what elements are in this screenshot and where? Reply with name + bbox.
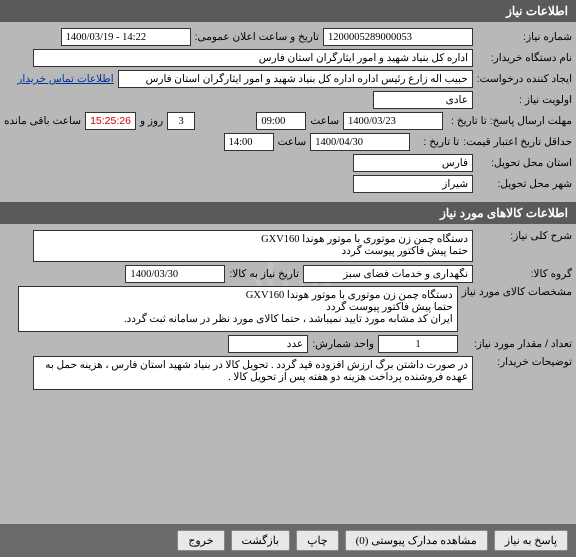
footer-toolbar: پاسخ به نیاز مشاهده مدارک پیوستی (0) چاپ…: [0, 524, 576, 557]
label-requester: ایجاد کننده درخواست:: [477, 73, 572, 85]
goods-group-input: [303, 265, 473, 283]
label-province: استان محل تحویل:: [477, 157, 572, 169]
countdown-timer: 15:25:26: [85, 112, 136, 130]
response-time-input: [256, 112, 306, 130]
label-public-datetime: تاریخ و ساعت اعلان عمومی:: [195, 31, 319, 43]
label-need-date: تاریخ نیاز به کالا:: [229, 268, 299, 280]
goods-spec-textarea: دستگاه چمن زن موتوری با موتور هوندا GXV1…: [18, 286, 458, 332]
buyer-notes-textarea: در صورت داشتن برگ ارزش افزوده قید گردد .…: [33, 356, 473, 390]
label-remaining: ساعت باقی مانده: [4, 115, 81, 127]
label-unit: واحد شمارش:: [312, 338, 374, 350]
city-input: [353, 175, 473, 193]
label-time1: ساعت: [310, 115, 339, 127]
validity-time-input: [224, 133, 274, 151]
goods-info-body: شرح کلی نیاز: دستگاه چمن زن موتوری با مو…: [0, 224, 576, 399]
need-date-input: [125, 265, 225, 283]
validity-date-input: [310, 133, 410, 151]
label-general-desc: شرح کلی نیاز:: [477, 230, 572, 242]
quantity-input: [378, 335, 458, 353]
days-remaining-input: [167, 112, 195, 130]
label-priority: اولویت نیاز :: [477, 94, 572, 106]
label-time2: ساعت: [278, 136, 307, 148]
section-need-info: اطلاعات نیاز: [0, 0, 576, 22]
label-buyer-org: نام دستگاه خریدار:: [477, 52, 572, 64]
contact-link[interactable]: اطلاعات تماس خریدار: [17, 73, 113, 85]
public-datetime-input: [61, 28, 191, 46]
label-days: روز و: [140, 115, 163, 127]
label-need-number: شماره نیاز:: [477, 31, 572, 43]
print-button[interactable]: چاپ: [296, 530, 339, 551]
response-date-input: [343, 112, 443, 130]
label-goods-group: گروه کالا:: [477, 268, 572, 280]
province-input: [353, 154, 473, 172]
exit-button[interactable]: خروج: [177, 530, 224, 551]
respond-button[interactable]: پاسخ به نیاز: [494, 530, 568, 551]
section-goods-info: اطلاعات کالاهای مورد نیاز: [0, 202, 576, 224]
need-number-input: [323, 28, 473, 46]
priority-input: [373, 91, 473, 109]
label-goods-spec: مشخصات کالای مورد نیاز: [462, 286, 572, 298]
requester-input: [118, 70, 473, 88]
unit-input: [228, 335, 308, 353]
label-quantity: تعداد / مقدار مورد نیاز:: [462, 338, 572, 350]
general-desc-textarea: دستگاه چمن زن موتوری با موتور هوندا GXV1…: [33, 230, 473, 262]
attachments-button[interactable]: مشاهده مدارک پیوستی (0): [345, 530, 488, 551]
back-button[interactable]: بازگشت: [231, 530, 291, 551]
label-buyer-notes: توضیحات خریدار:: [477, 356, 572, 368]
buyer-org-input: [33, 49, 473, 67]
need-info-body: شماره نیاز: تاریخ و ساعت اعلان عمومی: نا…: [0, 22, 576, 202]
label-to-date: تا تاریخ :: [414, 136, 459, 148]
label-city: شهر محل تحویل:: [477, 178, 572, 190]
label-response-deadline: مهلت ارسال پاسخ: تا تاریخ :: [447, 115, 572, 127]
label-min-validity: حداقل تاریخ اعتبار قیمت:: [463, 136, 572, 148]
